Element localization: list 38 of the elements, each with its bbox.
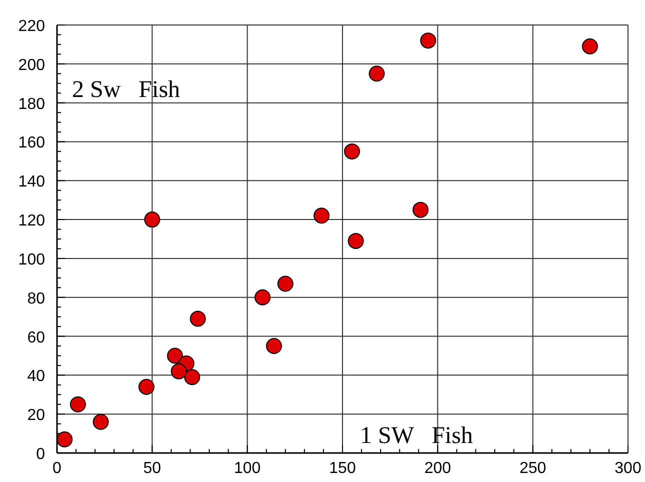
point (138, 378, 154, 395)
y-tick-label: 180 (18, 96, 46, 113)
y-tick-label: 0 (36, 446, 46, 463)
point (56, 431, 73, 448)
point (314, 208, 330, 224)
point (277, 276, 294, 292)
x-tick-label: 300 (614, 460, 642, 477)
x-tick-label: 250 (519, 460, 546, 477)
point (190, 310, 206, 327)
point (144, 212, 160, 228)
point (420, 32, 436, 49)
y-tick-label: 120 (18, 212, 46, 230)
point (582, 38, 598, 54)
y-tick-label: 60 (27, 329, 46, 346)
point (170, 363, 187, 380)
x-tick-label: 100 (234, 460, 261, 477)
x-tick-label: 200 (424, 460, 452, 477)
point (348, 232, 364, 249)
x-tick-label: 150 (329, 460, 356, 477)
x-tick-label: 50 (143, 460, 162, 477)
point (92, 414, 109, 430)
y-tick-label: 80 (27, 290, 46, 308)
y-tick-label: 140 (18, 174, 46, 191)
point (266, 338, 282, 354)
y-tick-label: 20 (27, 407, 46, 424)
point (167, 348, 184, 364)
y-tick-label: 200 (18, 56, 46, 74)
point (70, 396, 86, 412)
x-tick-label: 0 (52, 460, 62, 477)
point (344, 143, 360, 160)
y-tick-label: 100 (18, 251, 46, 268)
y-tick-label: 40 (27, 368, 46, 386)
point (412, 202, 429, 218)
y-tick-label: 160 (18, 134, 46, 152)
point (184, 369, 200, 386)
point (254, 289, 271, 306)
y-tick-label: 220 (18, 18, 46, 35)
point (368, 66, 385, 82)
